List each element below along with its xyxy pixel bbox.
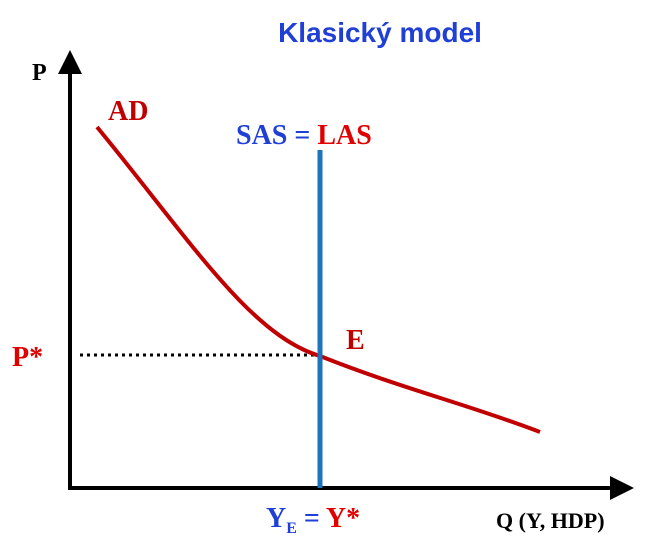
x-axis-label: Q (Y, HDP): [496, 508, 605, 533]
sas-label: SAS: [236, 120, 287, 151]
equals: =: [294, 120, 310, 151]
title: Klasický model: [278, 17, 482, 48]
equals: =: [304, 503, 320, 534]
y-axis-label: P: [32, 60, 47, 86]
y-subscript: E: [286, 520, 297, 537]
supply-label: SAS = LAS: [236, 120, 372, 151]
ad-label: AD: [108, 96, 148, 127]
las-label: LAS: [317, 120, 371, 151]
y-label: Y: [266, 503, 286, 534]
y-star-label: Y*: [326, 503, 360, 534]
ad-curve: [95, 125, 541, 434]
equilibrium-label: E: [346, 325, 365, 356]
quantity-label: YE = Y*: [266, 503, 360, 539]
price-label: P*: [12, 342, 43, 373]
